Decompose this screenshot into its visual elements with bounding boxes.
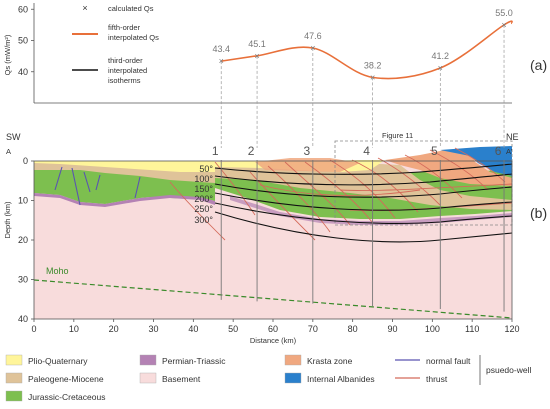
legend-fifth-order-line2: interpolated Qs: [108, 33, 159, 42]
depth-tick-label: 0: [23, 156, 28, 166]
jurassic-cretaceous-swatch: [5, 390, 23, 402]
krasta-zone-west: [255, 158, 360, 172]
legend-fifth-order-line1: fifth-order: [108, 23, 141, 32]
depth-tick-label: 40: [18, 314, 28, 324]
permian-triassic-swatch: [139, 354, 157, 366]
figure-11-box: [334, 140, 513, 226]
qs-tick-label: 60: [18, 4, 28, 14]
panel-a-label: (a): [530, 57, 547, 73]
unit-legend: Plio-Quaternary Paleogene-Miocene Jurass…: [5, 354, 531, 402]
moho-label: Moho: [46, 266, 69, 276]
panel-a-y-axis-label: Qs (mW/m²): [3, 34, 12, 75]
legend-third-order-line3: isotherms: [108, 76, 141, 85]
isotherm-label: 100°: [194, 174, 213, 184]
distance-tick-label: 90: [387, 324, 397, 334]
isotherm-label: 50°: [199, 164, 213, 174]
panel-a-heat-flow-chart: 40 50 60 Qs (mW/m²) (a) × calculated Qs fi…: [3, 3, 547, 104]
legend-normal-fault: normal fault: [426, 356, 471, 366]
calculated-qs-value: 45.1: [248, 39, 266, 49]
legend-thrust: thrust: [426, 374, 448, 384]
calculated-qs-value: 55.0: [495, 8, 513, 18]
isotherm-labels: 50° 100° 150° 200° 250° 300°: [194, 164, 213, 225]
a-label: A: [6, 147, 11, 156]
qs-tick-label: 50: [18, 36, 28, 46]
ne-label: NE: [506, 132, 519, 142]
legend-calculated-qs: calculated Qs: [108, 4, 154, 13]
distance-tick-label: 40: [188, 324, 198, 334]
pseudo-well-number: 6: [495, 144, 502, 158]
section-x-ticks: 0 10 20 30 40 50 60 70 80 90 100 110 120: [31, 319, 520, 334]
pseudo-well-number: 1: [212, 144, 219, 158]
figure-11-label: Figure 11: [382, 131, 413, 140]
pseudo-well-number: 4: [363, 144, 370, 158]
qs-tick-label: 40: [18, 67, 28, 77]
distance-tick-label: 20: [109, 324, 119, 334]
section-y-ticks: 0 10 20 30 40: [18, 156, 34, 324]
legend-jurassic-cretaceous: Jurassic-Cretaceous: [28, 392, 105, 402]
legend-third-order-line2: interpolated: [108, 66, 147, 75]
distance-tick-label: 60: [268, 324, 278, 334]
panel-b-label: (b): [530, 205, 547, 221]
legend-internal-albanides: Internal Albanides: [307, 374, 375, 384]
panel-a-y-ticks: 40 50 60: [18, 4, 34, 77]
legend-pseudo-well: psuedo-well: [486, 365, 531, 375]
distance-tick-label: 70: [308, 324, 318, 334]
plio-quaternary-unit: [34, 161, 215, 172]
pseudo-well-number: 2: [248, 144, 255, 158]
distance-tick-label: 10: [69, 324, 79, 334]
calculated-qs-value: 47.6: [304, 31, 322, 41]
plio-quaternary-swatch: [5, 354, 23, 366]
normal-faults: [54, 166, 141, 206]
distance-tick-label: 50: [228, 324, 238, 334]
legend-krasta-zone: Krasta zone: [307, 356, 353, 366]
paleogene-miocene-swatch: [5, 372, 23, 384]
isotherm-label: 250°: [194, 204, 213, 214]
distance-tick-label: 30: [148, 324, 158, 334]
distance-tick-label: 80: [348, 324, 358, 334]
sw-label: SW: [6, 132, 21, 142]
section-x-axis-label: Distance (km): [250, 336, 297, 345]
pseudo-well-number: 5: [431, 144, 438, 158]
depth-tick-label: 10: [18, 196, 28, 206]
pseudo-well-number: 3: [303, 144, 310, 158]
isotherm-lines: [214, 163, 513, 243]
distance-tick-label: 100: [425, 324, 440, 334]
distance-tick-label: 120: [504, 324, 519, 334]
panel-b-cross-section: Figure 11: [3, 131, 547, 345]
pseudo-well-lines: 1 2 3 4 5 6: [212, 24, 505, 312]
krasta-zone-swatch: [284, 354, 302, 366]
isotherm-label: 300°: [194, 215, 213, 225]
legend-paleogene-miocene: Paleogene-Miocene: [28, 374, 104, 384]
legend-permian-triassic: Permian-Triassic: [162, 356, 226, 366]
distance-tick-label: 110: [465, 324, 479, 334]
basement-swatch: [139, 372, 157, 384]
internal-albanides-swatch: [284, 372, 302, 384]
isotherm-label: 200°: [194, 194, 213, 204]
calculated-qs-value: 38.2: [364, 60, 382, 70]
calculated-qs-points: ×43.4×45.1×47.6×38.2×41.2×55.0: [212, 8, 512, 83]
legend-plio-quaternary: Plio-Quaternary: [28, 356, 88, 366]
depth-tick-label: 30: [18, 275, 28, 285]
a-prime-label: A': [506, 147, 513, 156]
krasta-zone-unit: [385, 148, 512, 186]
legend-basement: Basement: [162, 374, 201, 384]
isotherm-label: 150°: [194, 184, 213, 194]
calculated-qs-value: 41.2: [432, 51, 450, 61]
depth-tick-label: 20: [18, 235, 28, 245]
calculated-qs-marker-icon: ×: [82, 3, 87, 13]
panel-a-legend: × calculated Qs fifth-order interpolated…: [72, 3, 159, 85]
distance-tick-label: 0: [31, 324, 36, 334]
section-y-axis-label: Depth (km): [3, 201, 12, 239]
calculated-qs-value: 43.4: [212, 44, 230, 54]
legend-third-order-line1: third-order: [108, 56, 143, 65]
